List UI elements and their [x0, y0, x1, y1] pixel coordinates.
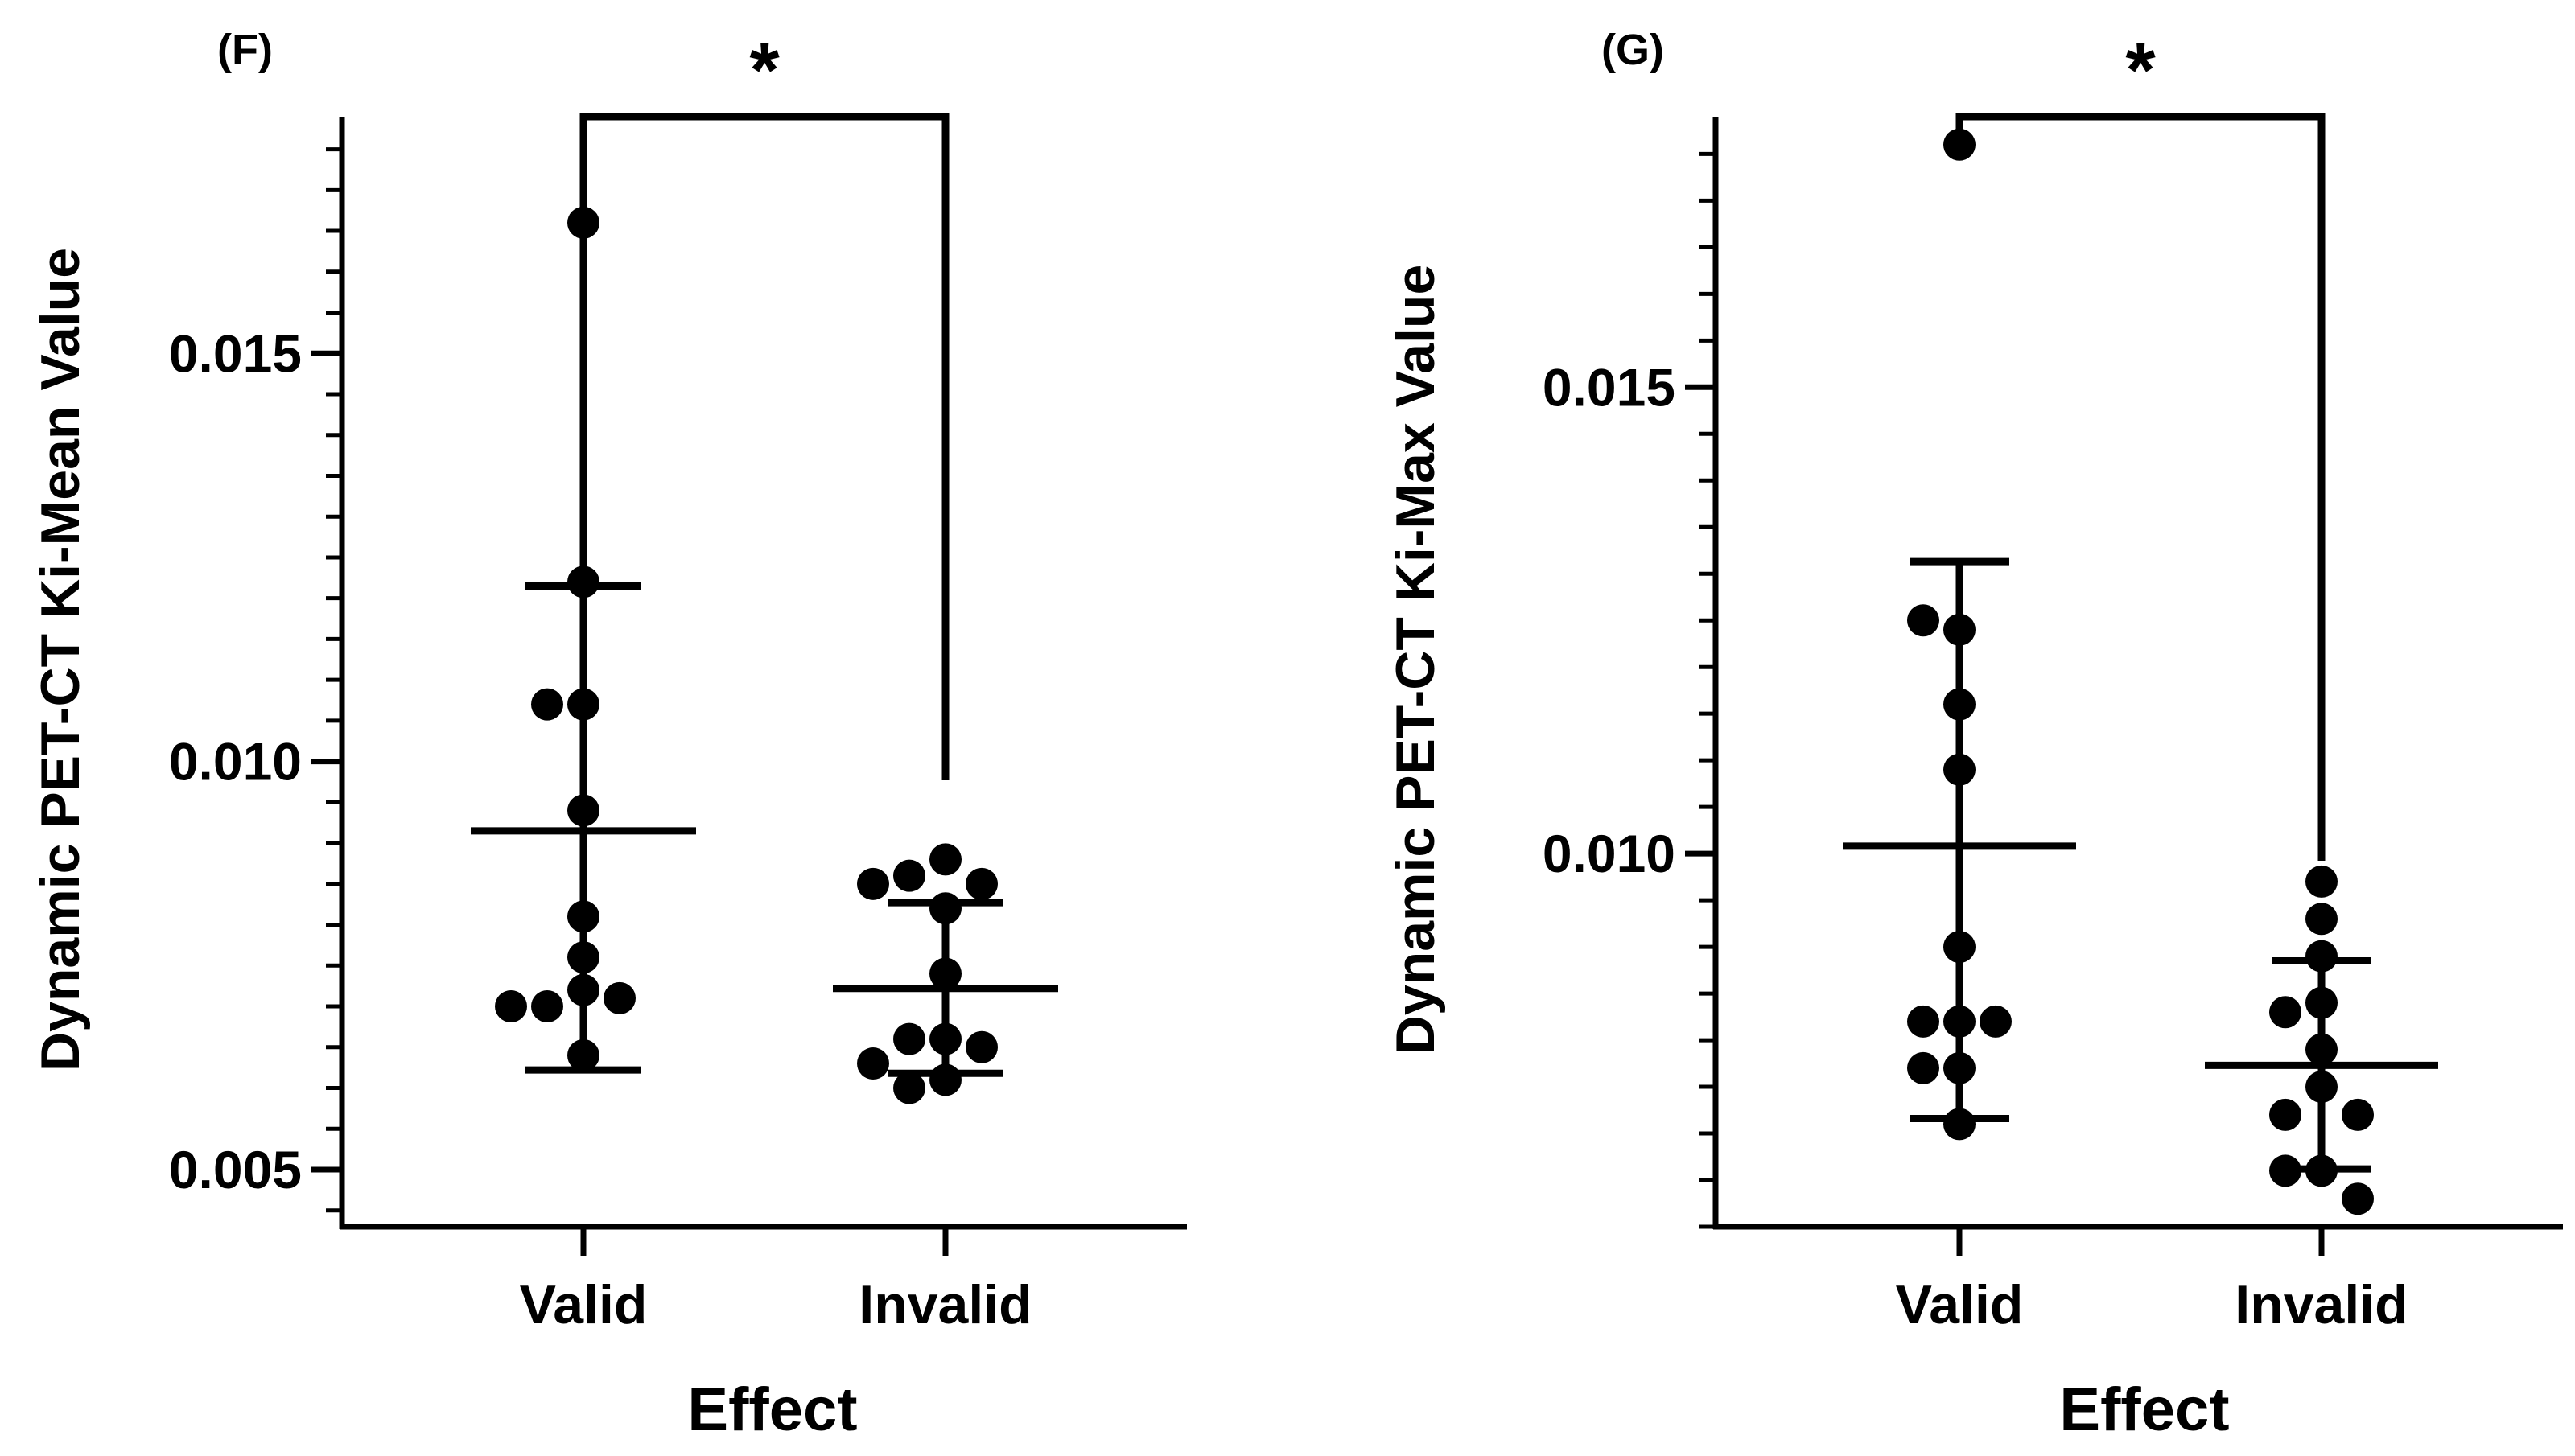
data-point [857, 1047, 889, 1080]
data-point [1980, 1005, 2012, 1038]
data-point [1907, 1005, 1939, 1038]
data-point [604, 981, 636, 1014]
data-point [495, 990, 527, 1023]
y-tick-label: 0.005 [169, 1140, 302, 1199]
panel-label: (F) [217, 26, 273, 74]
axes: 0.005 0.010 0.015 Valid Invalid [169, 117, 1187, 1335]
data-point [2269, 1098, 2301, 1131]
axes: 0.010 0.015 Valid Invalid [1543, 117, 2563, 1335]
data-point [2305, 865, 2338, 898]
y-tick-label: 0.015 [1543, 357, 1675, 417]
significance-bracket [579, 113, 950, 780]
x-tick-label: Invalid [859, 1274, 1032, 1335]
y-axis-label: Dynamic PET-CT Ki-Max Value [1385, 265, 1446, 1055]
significance-marker: * [749, 27, 780, 113]
data-point [2342, 1098, 2374, 1131]
data-point [857, 867, 889, 900]
data-point [2305, 903, 2338, 936]
panel-f: (F) Dynamic PET-CT Ki-Mean Value Effect … [30, 26, 1187, 1444]
data-point [1907, 604, 1939, 637]
data-point [893, 859, 925, 892]
x-axis-label: Effect [2059, 1376, 2229, 1444]
data-point [531, 990, 563, 1023]
data-point [966, 867, 998, 900]
panel-label: (G) [1601, 26, 1664, 74]
x-axis-label: Effect [687, 1376, 857, 1444]
data-point [2342, 1182, 2374, 1215]
marks: * [1843, 27, 2438, 1215]
data-point [929, 843, 962, 876]
data-point [893, 1071, 925, 1104]
data-point [2269, 996, 2301, 1029]
x-tick-label: Invalid [2235, 1274, 2408, 1335]
significance-marker: * [2125, 27, 2156, 113]
x-tick-label: Valid [1896, 1274, 2024, 1335]
data-point [1907, 1051, 1939, 1084]
data-point [531, 688, 563, 721]
x-tick-label: Valid [520, 1274, 648, 1335]
y-axis-label: Dynamic PET-CT Ki-Mean Value [30, 248, 91, 1071]
y-tick-label: 0.010 [1543, 824, 1675, 883]
data-point [966, 1030, 998, 1063]
data-point [1943, 128, 1976, 161]
panel-g: (G) Dynamic PET-CT Ki-Max Value Effect 0… [1385, 26, 2563, 1444]
data-point [893, 1022, 925, 1055]
y-tick-label: 0.010 [169, 732, 302, 792]
significance-bracket [1955, 113, 2326, 861]
y-tick-label: 0.015 [169, 323, 302, 383]
marks: * [471, 27, 1058, 1104]
